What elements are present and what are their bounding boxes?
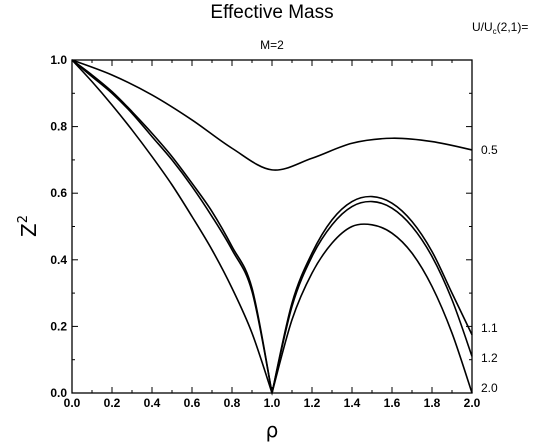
x-tick-label: 0.6 — [184, 396, 201, 410]
x-tick-label: 2.0 — [464, 396, 481, 410]
y-axis-label: Z2 — [16, 215, 41, 237]
x-tick-label: 1.4 — [344, 396, 361, 410]
y-tick-label: 0.2 — [50, 319, 67, 333]
series-label: 1.2 — [481, 351, 498, 365]
series-label: 0.5 — [481, 143, 498, 157]
x-tick-label: 0.8 — [224, 396, 241, 410]
x-tick-label: 1.8 — [424, 396, 441, 410]
x-axis-label: ρ — [266, 418, 279, 442]
x-tick-label: 1.0 — [264, 396, 281, 410]
y-axis-label-superscript: 2 — [16, 215, 31, 223]
series-line-1-2 — [71, 59, 473, 394]
y-tick-label: 1.0 — [50, 53, 67, 67]
y-tick-label: 0.6 — [50, 186, 67, 200]
series-label: 1.1 — [481, 321, 498, 335]
x-tick-label: 0.0 — [64, 396, 81, 410]
legend-header: U/Uc(2,1)= — [472, 20, 528, 36]
legend-header-subscript: c — [493, 27, 497, 36]
x-tick-label: 1.2 — [304, 396, 321, 410]
series-labels: 0.5 1.1 1.2 2.0 — [481, 143, 498, 395]
series-label: 2.0 — [481, 381, 498, 395]
series-line-2-0 — [71, 59, 473, 396]
x-tick-labels: 0.0 0.2 0.4 0.6 0.8 1.0 1.2 1.4 1.6 1.8 2.0 — [64, 396, 481, 410]
legend-header-main: U/U — [472, 20, 493, 34]
chart-title: Effective Mass — [210, 2, 333, 23]
curves — [71, 59, 473, 396]
series-line-0-5 — [71, 59, 473, 171]
x-tick-label: 0.4 — [144, 396, 161, 410]
axis-ticks — [71, 59, 473, 394]
y-tick-label: 0.8 — [50, 120, 67, 134]
y-tick-label: 0.4 — [50, 253, 67, 267]
chart-subtitle: M=2 — [260, 38, 284, 52]
y-tick-labels: 0.0 0.2 0.4 0.6 0.8 1.0 — [50, 53, 67, 400]
y-axis-label-main: Z — [17, 223, 41, 237]
legend-header-rest: (2,1)= — [497, 20, 529, 34]
x-tick-label: 1.6 — [384, 396, 401, 410]
y-tick-label: 0.0 — [50, 386, 67, 400]
x-tick-label: 0.2 — [104, 396, 121, 410]
